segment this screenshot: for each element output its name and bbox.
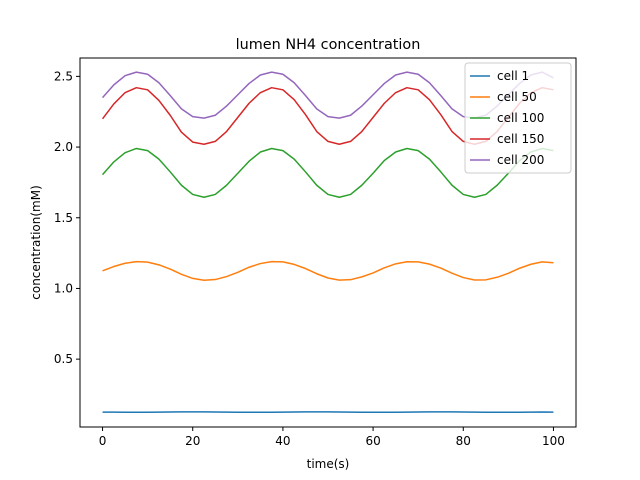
y-tick-label: 2.5 bbox=[54, 69, 73, 83]
x-tick-label: 20 bbox=[185, 434, 200, 448]
legend-label: cell 200 bbox=[497, 153, 544, 167]
legend-label: cell 50 bbox=[497, 90, 537, 104]
axes-frame bbox=[79, 57, 577, 428]
legend-label: cell 100 bbox=[497, 111, 544, 125]
legend-box bbox=[464, 62, 572, 174]
x-axis-ticks: 0 20 40 60 80 100 bbox=[99, 427, 565, 448]
x-tick-label: 40 bbox=[275, 434, 290, 448]
series-line-cell-100 bbox=[101, 147, 554, 199]
x-axis-title: time(s) bbox=[307, 457, 350, 471]
series-line-cell-50 bbox=[102, 260, 554, 281]
y-tick-label: 2.0 bbox=[54, 140, 73, 154]
y-axis-title: concentration(mM) bbox=[29, 185, 43, 300]
x-tick-label: 100 bbox=[542, 434, 565, 448]
x-tick-label: 60 bbox=[365, 434, 380, 448]
y-tick-label: 0.5 bbox=[54, 352, 73, 366]
x-tick-label: 80 bbox=[456, 434, 471, 448]
y-axis-ticks: 0.5 1.0 1.5 2.0 2.5 bbox=[54, 69, 80, 366]
series-layer bbox=[101, 71, 554, 414]
x-tick-label: 0 bbox=[99, 434, 107, 448]
legend: cell 1 cell 50 cell 100 cell 150 cell 200 bbox=[464, 62, 572, 174]
legend-label: cell 150 bbox=[497, 132, 544, 146]
y-tick-label: 1.0 bbox=[54, 281, 73, 295]
chart-title: lumen NH4 concentration bbox=[236, 37, 421, 53]
y-tick-label: 1.5 bbox=[54, 211, 73, 225]
legend-label: cell 1 bbox=[497, 69, 529, 83]
